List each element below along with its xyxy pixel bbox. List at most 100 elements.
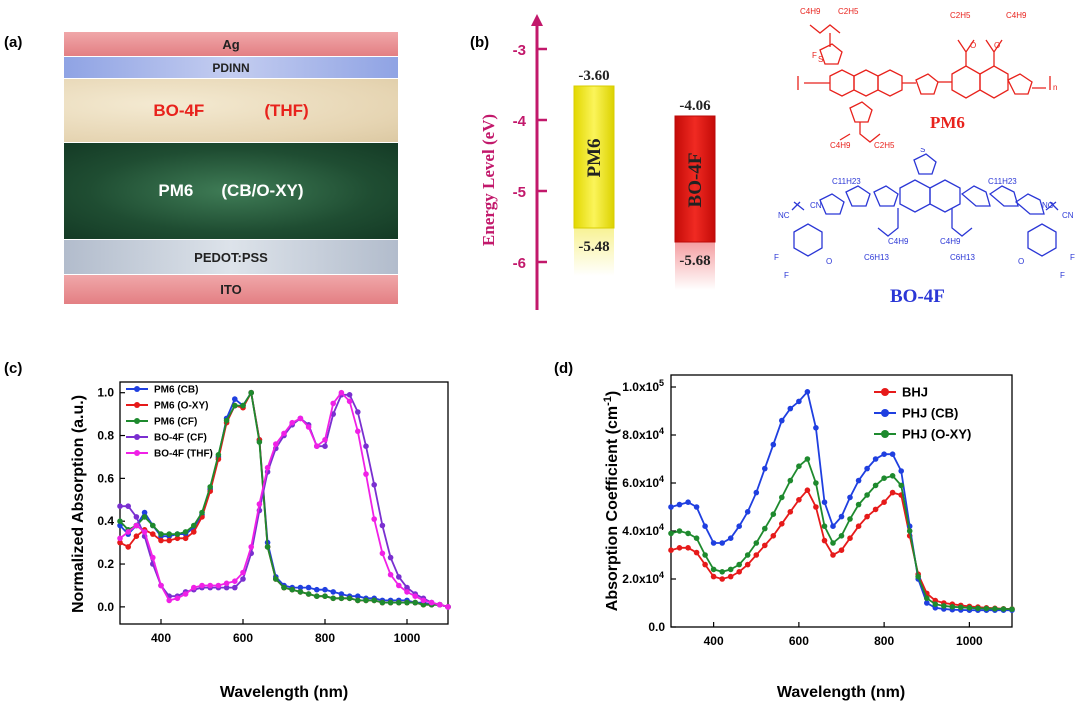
data-point <box>898 482 904 489</box>
data-point <box>736 569 742 575</box>
data-point <box>889 489 896 496</box>
data-point <box>762 542 768 549</box>
data-point <box>445 604 451 610</box>
y-tick-label: 0.0 <box>648 620 665 634</box>
data-point <box>437 601 443 608</box>
data-point <box>346 595 353 602</box>
data-point <box>813 504 819 510</box>
bo4f-energy-bar <box>674 115 716 243</box>
layer-pedot-label: PEDOT:PSS <box>194 249 268 265</box>
data-point <box>297 415 304 422</box>
data-point <box>141 514 148 520</box>
data-point <box>264 464 271 471</box>
data-point <box>305 591 312 597</box>
pm6-homo-glow <box>574 228 614 276</box>
data-point <box>744 552 751 558</box>
energy-tick-label: -5 <box>513 184 526 201</box>
data-point <box>133 533 140 539</box>
svg-text:C4H9: C4H9 <box>830 141 851 150</box>
data-point <box>117 522 123 529</box>
data-point <box>289 586 296 593</box>
data-point <box>117 539 123 546</box>
data-point <box>804 456 811 462</box>
bo4f-homo-glow <box>675 242 715 290</box>
chart-d-ylabel-exp: -1 <box>602 396 614 406</box>
data-point <box>322 443 328 449</box>
data-point <box>199 509 205 516</box>
data-point <box>813 480 819 486</box>
data-point <box>330 595 337 602</box>
data-point <box>762 465 768 472</box>
data-point <box>379 599 386 606</box>
energy-diagram: -3 -4 -5 -6 Energy Level (eV) PM6 BO-4F -3.… <box>479 14 716 310</box>
legend-marker <box>134 450 140 456</box>
data-point <box>166 531 172 537</box>
data-point <box>379 550 386 557</box>
layer-bo4f-solvent: (THF) <box>264 100 309 120</box>
pm6-homo-value: -5.48 <box>578 239 609 255</box>
data-point <box>355 409 361 415</box>
y-tick-label: 0.6 <box>97 471 114 485</box>
data-point <box>158 531 164 537</box>
data-point <box>847 516 853 522</box>
data-point <box>338 389 345 396</box>
data-point <box>240 576 246 582</box>
data-point <box>898 468 904 474</box>
data-point <box>232 402 238 409</box>
data-point <box>289 419 296 426</box>
y-tick-label: 8.0x10 <box>622 428 659 442</box>
energy-tick-label: -4 <box>513 113 527 130</box>
x-tick-label: 1000 <box>394 631 421 645</box>
data-point <box>314 443 320 449</box>
data-point <box>412 593 419 599</box>
data-point <box>387 571 394 578</box>
data-point <box>117 503 123 509</box>
panel-label-b: (b) <box>470 34 490 51</box>
y-tick-label: 1.0x10 <box>622 380 659 394</box>
data-point <box>273 441 279 447</box>
data-point <box>719 576 725 582</box>
data-point <box>855 501 862 508</box>
chart-c-ylabel: Normalized Absorption (a.u.) <box>70 395 87 613</box>
data-point <box>207 484 213 490</box>
layer-ito-label: ITO <box>220 282 242 297</box>
data-point <box>855 477 862 484</box>
data-point <box>736 523 742 529</box>
x-tick-label: 800 <box>874 634 894 648</box>
data-point <box>779 417 785 424</box>
data-point <box>685 530 691 537</box>
data-point <box>182 591 189 597</box>
data-point <box>924 600 930 606</box>
data-point <box>133 522 140 529</box>
data-point <box>796 398 802 405</box>
y-tick-exponent: 4 <box>659 474 664 484</box>
data-point <box>174 535 181 542</box>
y-tick-exponent: 4 <box>659 426 664 436</box>
data-point <box>117 535 123 542</box>
data-point <box>787 405 794 412</box>
data-point <box>166 537 172 544</box>
data-point <box>676 501 683 508</box>
svg-text:O: O <box>826 257 832 266</box>
data-point <box>305 424 312 430</box>
bo4f-structure-name: BO-4F <box>890 286 945 307</box>
data-point <box>396 574 402 580</box>
data-point <box>693 549 700 556</box>
energy-tick-label: -3 <box>513 42 526 59</box>
data-point <box>117 518 123 524</box>
energy-ylabel: Energy Level (eV) <box>479 114 498 246</box>
data-point <box>838 513 845 520</box>
data-point <box>710 573 717 580</box>
data-point <box>412 599 419 606</box>
legend-marker <box>134 418 140 424</box>
x-tick-label: 800 <box>315 631 335 645</box>
data-point <box>872 506 879 513</box>
data-point <box>702 552 708 558</box>
data-point <box>141 529 148 535</box>
data-point <box>727 566 734 573</box>
data-point <box>322 437 328 443</box>
energy-axis-arrow <box>531 14 543 26</box>
panel-label-c: (c) <box>4 360 23 377</box>
layer-pm6-label: PM6 <box>158 181 194 200</box>
